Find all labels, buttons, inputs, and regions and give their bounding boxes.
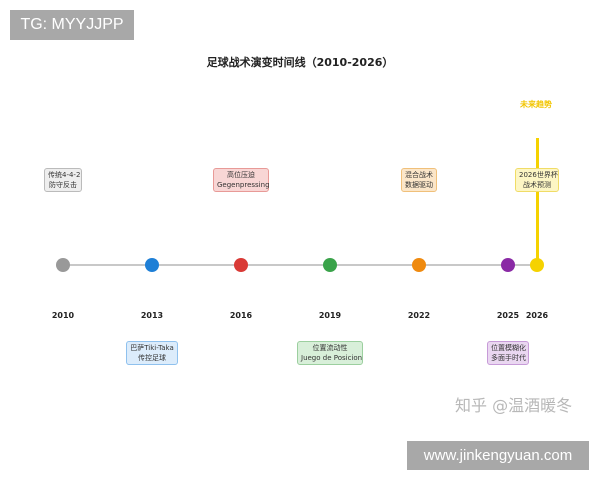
label-line-1: 传统4-4-2	[48, 171, 81, 179]
timeline-node-2022	[412, 258, 426, 272]
timeline-node-2026	[530, 258, 544, 272]
timeline-axis	[62, 264, 538, 266]
future-trend-line	[536, 138, 539, 265]
label-box-2025: 位置模糊化 多面手时代	[487, 341, 529, 365]
label-box-2026: 2026世界杯 战术预测	[515, 168, 559, 192]
year-label-2026: 2026	[525, 311, 549, 320]
label-box-2019: 位置流动性 Juego de Posicion	[297, 341, 363, 365]
year-label-2025: 2025	[496, 311, 520, 320]
future-trend-label: 未来趋势	[520, 100, 552, 109]
label-line-1: 2026世界杯	[519, 171, 558, 179]
timeline-node-2013	[145, 258, 159, 272]
year-label-2019: 2019	[318, 311, 342, 320]
year-label-2016: 2016	[229, 311, 253, 320]
year-label-2013: 2013	[140, 311, 164, 320]
label-line-1: 位置模糊化	[491, 344, 526, 352]
watermark-zhihu: 知乎 @温酒暖冬	[455, 396, 573, 415]
timeline-node-2019	[323, 258, 337, 272]
label-box-2010: 传统4-4-2 防守反击	[44, 168, 82, 192]
label-line-1: 位置流动性	[312, 344, 348, 352]
label-box-2022: 混合战术 数据驱动	[401, 168, 437, 192]
label-line-1: 高位压迫	[227, 171, 255, 179]
timeline-node-2025	[501, 258, 515, 272]
label-line-2: 数据驱动	[405, 181, 433, 189]
label-line-2: Juego de Posicion	[301, 354, 363, 362]
timeline-node-2016	[234, 258, 248, 272]
label-line-1: 混合战术	[405, 171, 433, 179]
label-line-2: 多面手时代	[491, 354, 526, 362]
timeline-node-2010	[56, 258, 70, 272]
year-label-2022: 2022	[407, 311, 431, 320]
label-box-2013: 巴萨Tiki-Taka 传控足球	[126, 341, 178, 365]
label-line-2: 战术预测	[523, 181, 551, 189]
label-line-1: 巴萨Tiki-Taka	[130, 344, 174, 352]
diagram-title: 足球战术演变时间线（2010-2026）	[206, 56, 394, 69]
label-box-2016: 高位压迫 Gegenpressing	[213, 168, 270, 192]
label-line-2: 传控足球	[138, 354, 166, 362]
watermark-url-badge: www.jinkengyuan.com	[407, 441, 589, 470]
year-label-2010: 2010	[51, 311, 75, 320]
watermark-top-badge: TG: MYYJJPP	[10, 10, 134, 40]
label-line-2: 防守反击	[49, 181, 77, 189]
label-line-2: Gegenpressing	[217, 181, 270, 189]
